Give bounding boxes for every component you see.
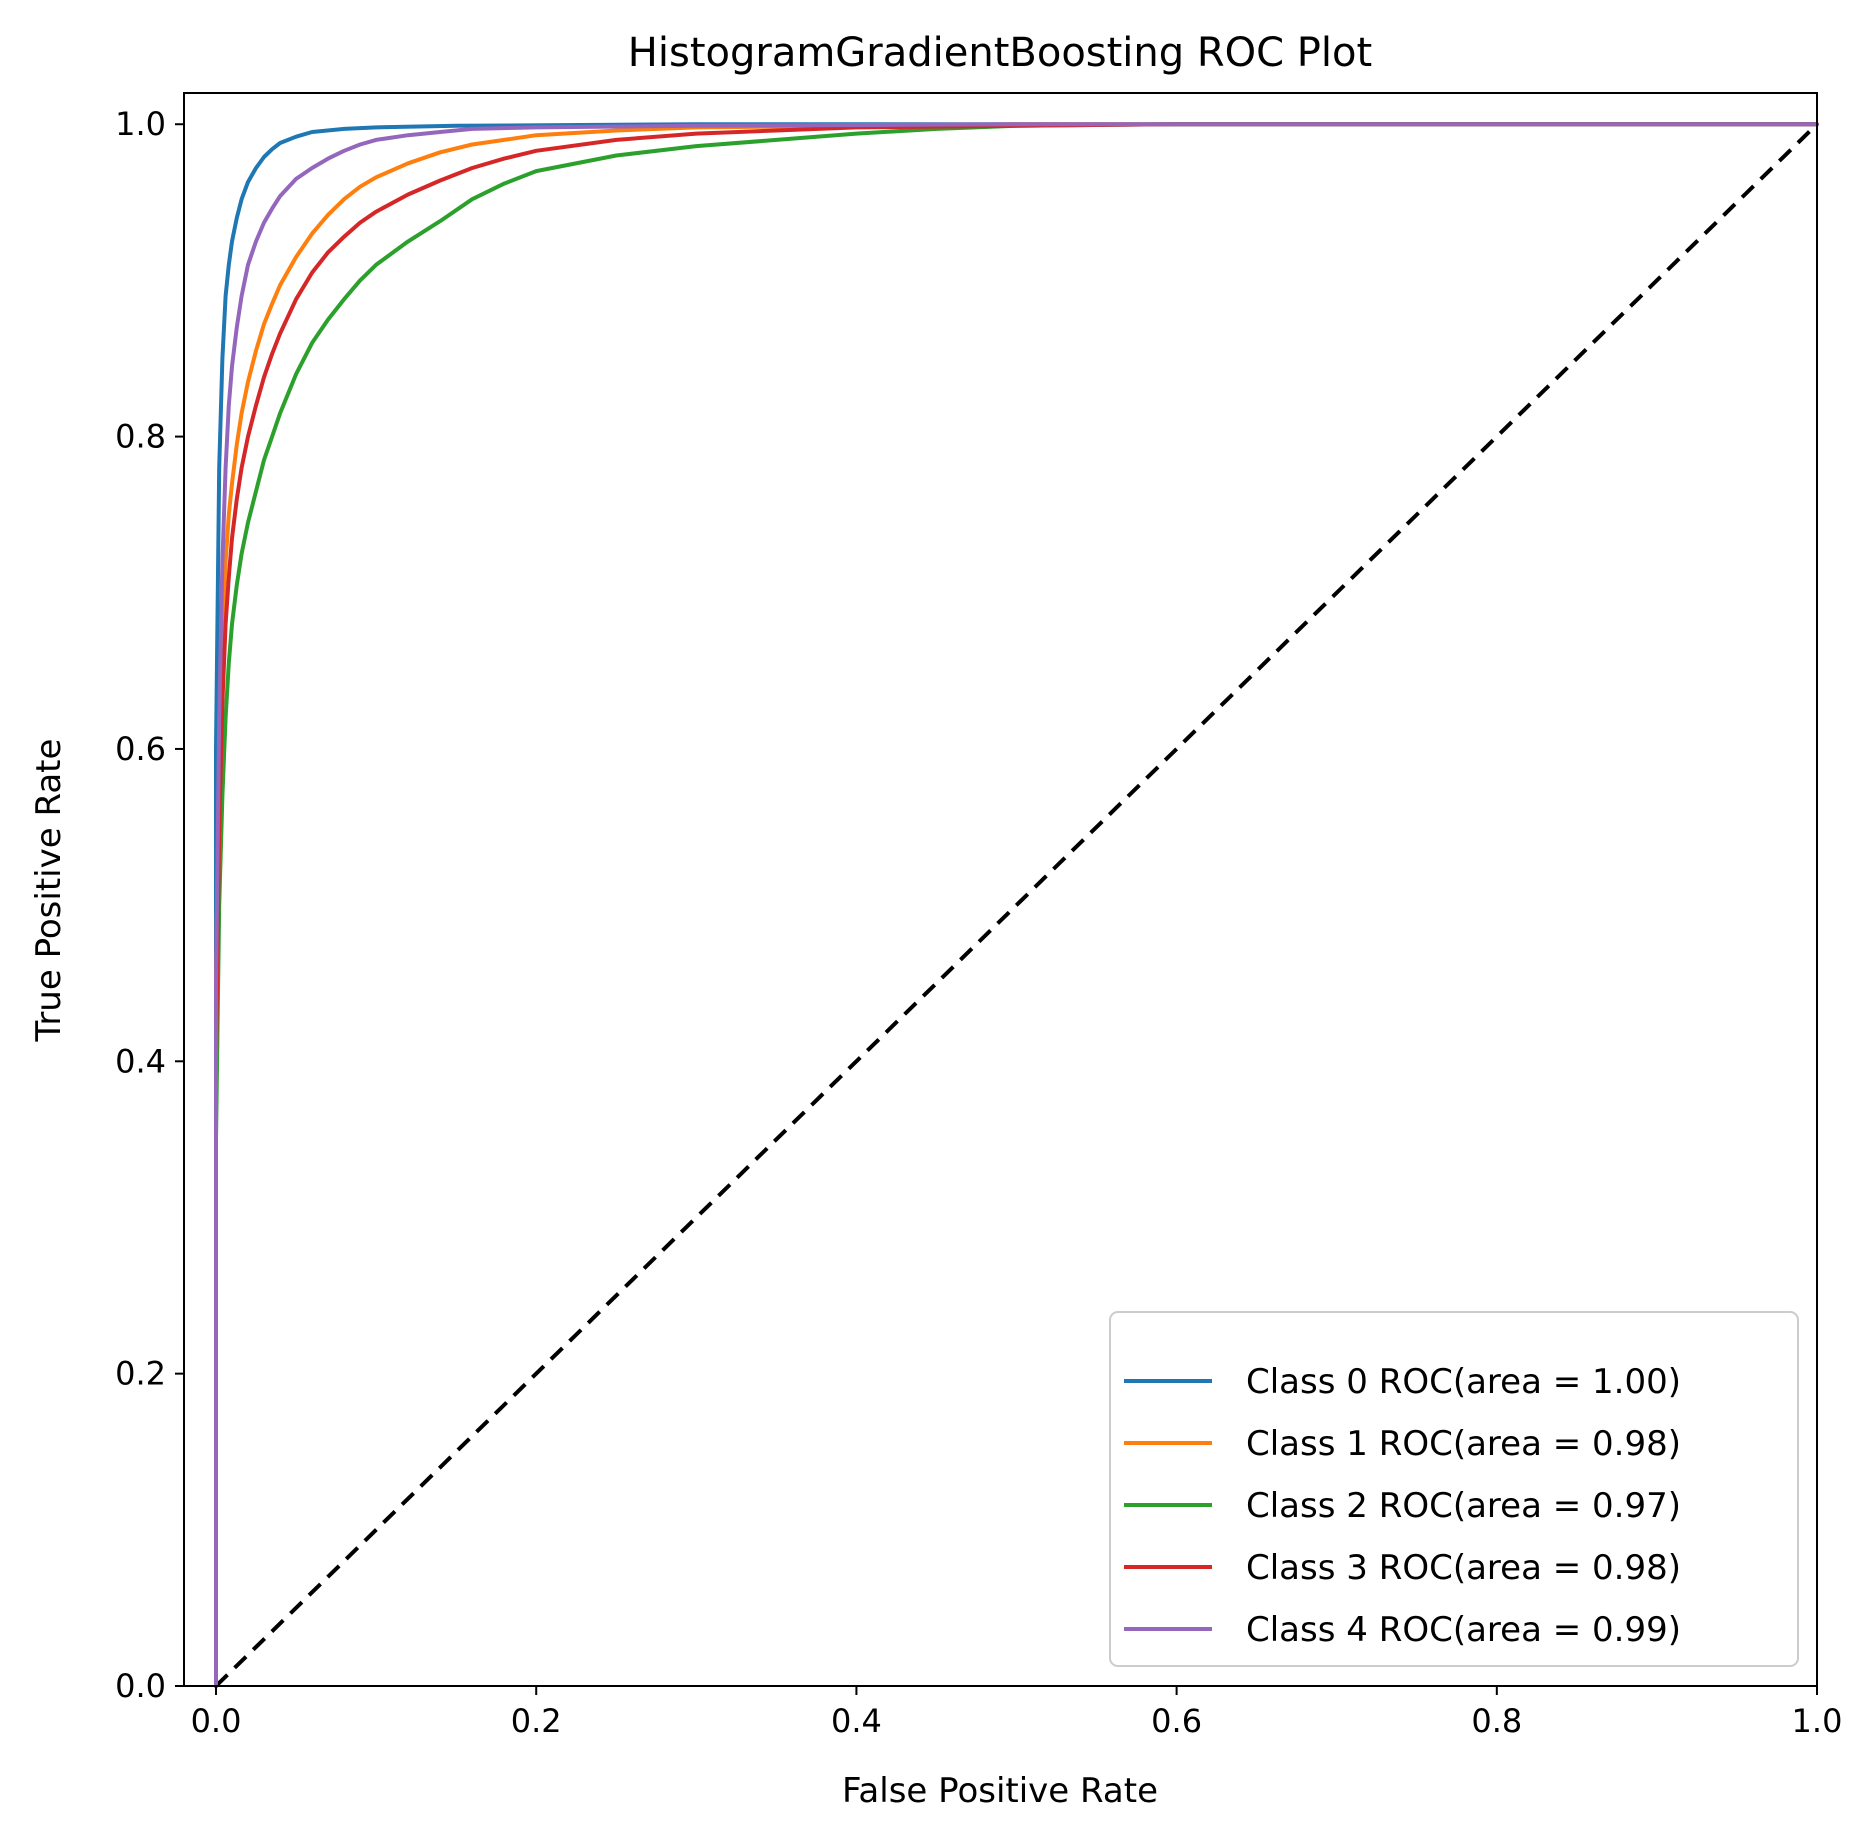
legend-box — [1109, 1311, 1799, 1667]
reference-layer — [214, 122, 1819, 1688]
x-tick-label: 1.0 — [1792, 1702, 1843, 1740]
y-tick-label: 0.6 — [115, 730, 166, 768]
series-line-class-3 — [214, 122, 1819, 1688]
series-line-class-2 — [214, 122, 1819, 1688]
x-tick-label: 0.2 — [511, 1702, 562, 1740]
legend: Class 0 ROC(area = 1.00) Class 1 ROC(area… — [1109, 1311, 1799, 1667]
series-line-class-0 — [214, 122, 1819, 1688]
x-axis-ticks: 0.0 0.2 0.4 0.6 0.8 1.0 — [191, 1686, 1843, 1740]
plot-area — [214, 122, 1819, 1688]
legend-items: Class 0 ROC(area = 1.00) Class 1 ROC(area… — [1124, 1362, 1681, 1650]
x-tick-label: 0.8 — [1471, 1702, 1522, 1740]
series-line-class-4 — [214, 122, 1819, 1688]
legend-label-class-0: Class 0 ROC(area = 1.00) — [1246, 1362, 1681, 1402]
y-axis-ticks: 0.0 0.2 0.4 0.6 0.8 1.0 — [115, 105, 184, 1705]
chance-reference-line — [214, 122, 1819, 1688]
y-tick-label: 0.4 — [115, 1042, 166, 1080]
legend-label-class-2: Class 2 ROC(area = 0.97) — [1246, 1486, 1681, 1526]
legend-label-class-4: Class 4 ROC(area = 0.99) — [1246, 1610, 1681, 1650]
x-axis-label: False Positive Rate — [842, 1771, 1158, 1811]
legend-label-class-3: Class 3 ROC(area = 0.98) — [1246, 1548, 1681, 1588]
y-tick-label: 0.2 — [115, 1355, 166, 1393]
x-tick-label: 0.0 — [191, 1702, 242, 1740]
chart-title: HistogramGradientBoosting ROC Plot — [628, 30, 1372, 76]
y-tick-label: 0.8 — [115, 418, 166, 456]
y-axis-label: True Positive Rate — [29, 739, 69, 1043]
y-tick-label: 0.0 — [115, 1667, 166, 1705]
x-tick-label: 0.6 — [1151, 1702, 1202, 1740]
series-layer — [214, 122, 1819, 1688]
plot-frame — [183, 92, 1818, 1687]
y-tick-label: 1.0 — [115, 105, 166, 143]
series-line-class-1 — [214, 122, 1819, 1688]
legend-label-class-1: Class 1 ROC(area = 0.98) — [1246, 1424, 1681, 1464]
x-tick-label: 0.4 — [831, 1702, 882, 1740]
